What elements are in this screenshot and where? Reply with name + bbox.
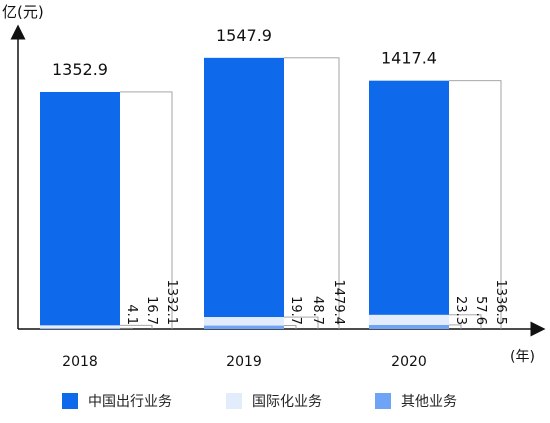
leader-line-other-2020 [449, 324, 462, 329]
bar-segment-other-2020 [369, 324, 449, 329]
legend-item-international: 国际化业务 [226, 389, 322, 413]
bar-segment-international-2019 [204, 317, 284, 326]
legend-label: 其他业务 [401, 394, 457, 410]
bar-segment-other-2019 [204, 325, 284, 329]
leader-line-china-mobility-2019 [284, 57, 340, 329]
data-label-china-mobility-2019: 1479.4 [331, 280, 346, 326]
x-tick-label-2018: 2018 [62, 354, 98, 370]
legend: 中国出行业务 国际化业务 其他业务 [0, 389, 550, 413]
legend-swatch [62, 393, 78, 409]
total-label-2019: 1547.9 [216, 26, 272, 45]
leader-line-other-2019 [284, 325, 297, 329]
data-label-china-mobility-2018: 1332.1 [164, 280, 179, 326]
data-label-international-2018: 16.7 [144, 296, 159, 325]
leader-line-international-2018 [120, 324, 153, 329]
x-tick-label-2019: 2019 [226, 354, 262, 370]
data-label-other-2019: 19.7 [288, 296, 303, 325]
data-label-other-2018: 4.1 [124, 304, 139, 325]
total-label-2020: 1417.4 [381, 49, 437, 68]
bars-layer: 4.1 16.7 1332.1 1352.9 2018 19.7 48.7 1479.4 154… [40, 26, 508, 370]
legend-swatch [226, 393, 242, 409]
x-axis-unit-label: (年) [510, 349, 535, 365]
y-axis-unit-label: 亿(元) [2, 3, 44, 21]
bar-segment-china-mobility-2020 [369, 80, 449, 315]
data-label-international-2019: 48.7 [310, 296, 325, 325]
legend-label: 中国出行业务 [88, 394, 172, 410]
legend-item-other: 其他业务 [375, 389, 457, 413]
data-label-other-2020: 23.3 [453, 296, 468, 325]
bar-segment-china-mobility-2019 [204, 57, 284, 318]
legend-item-china-mobility: 中国出行业务 [62, 389, 172, 413]
total-label-2018: 1352.9 [52, 60, 108, 79]
data-label-china-mobility-2020: 1336.5 [493, 280, 508, 326]
legend-label: 国际化业务 [252, 394, 322, 410]
bar-segment-china-mobility-2018 [40, 91, 120, 326]
bar-segment-international-2020 [369, 314, 449, 325]
leader-line-international-2020 [449, 314, 482, 329]
data-label-international-2020: 57.6 [473, 296, 488, 325]
leader-line-other-2018 [120, 327, 133, 329]
leader-line-international-2019 [284, 316, 319, 329]
leader-line-china-mobility-2018 [120, 91, 173, 329]
bar-segment-other-2018 [40, 328, 120, 330]
leader-line-china-mobility-2020 [449, 80, 502, 329]
x-tick-label-2020: 2020 [391, 354, 427, 370]
bar-segment-international-2018 [40, 325, 120, 329]
legend-swatch [375, 393, 391, 409]
